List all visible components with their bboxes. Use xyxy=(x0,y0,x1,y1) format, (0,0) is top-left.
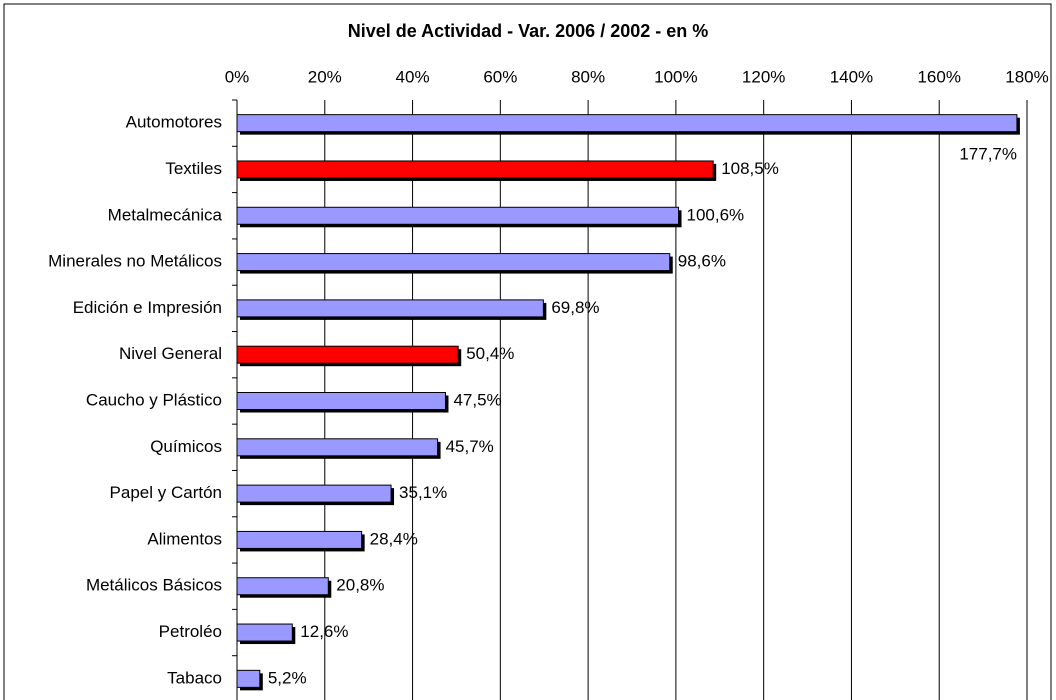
bar xyxy=(236,160,714,179)
y-tick-label: Automotores xyxy=(126,113,222,132)
bar xyxy=(236,484,392,503)
x-tick-label: 20% xyxy=(308,67,342,86)
y-tick-label: Químicos xyxy=(150,437,222,456)
x-tick-label: 60% xyxy=(483,67,517,86)
bar xyxy=(236,253,671,272)
x-tick-label: 40% xyxy=(396,67,430,86)
bar xyxy=(236,669,261,688)
x-tick-label: 120% xyxy=(742,67,785,86)
data-label: 45,7% xyxy=(446,437,494,456)
bar xyxy=(236,345,459,364)
bar xyxy=(236,530,363,549)
bar xyxy=(236,438,439,457)
chart-title: Nivel de Actividad - Var. 2006 / 2002 - … xyxy=(348,21,709,41)
data-label: 177,7% xyxy=(959,145,1017,164)
x-tick-label: 160% xyxy=(917,67,960,86)
data-label: 98,6% xyxy=(678,252,726,271)
y-tick-label: Tabaco xyxy=(167,668,222,687)
data-label: 47,5% xyxy=(453,390,501,409)
y-tick-label: Papel y Cartón xyxy=(110,483,222,502)
y-tick-label: Metálicos Básicos xyxy=(86,576,222,595)
bar xyxy=(236,392,446,410)
bar xyxy=(236,577,329,596)
data-label: 35,1% xyxy=(399,483,447,502)
bar xyxy=(236,299,544,318)
data-label: 108,5% xyxy=(721,159,779,178)
x-tick-label: 180% xyxy=(1005,67,1048,86)
y-tick-label: Edición e Impresión xyxy=(73,298,222,317)
data-label: 50,4% xyxy=(466,344,514,363)
data-label: 100,6% xyxy=(687,205,745,224)
x-tick-label: 140% xyxy=(830,67,873,86)
data-label: 12,6% xyxy=(300,622,348,641)
y-tick-label: Textiles xyxy=(165,159,222,178)
data-label: 28,4% xyxy=(370,529,418,548)
bar xyxy=(236,206,680,225)
data-label: 20,8% xyxy=(336,576,384,595)
y-tick-label: Metalmecánica xyxy=(108,205,223,224)
y-tick-label: Petroléo xyxy=(159,622,222,641)
x-tick-label: 0% xyxy=(225,67,250,86)
y-tick-label: Caucho y Plástico xyxy=(86,390,222,409)
y-tick-label: Nivel General xyxy=(119,344,222,363)
y-tick-label: Alimentos xyxy=(147,529,222,548)
data-label: 5,2% xyxy=(268,668,307,687)
x-tick-label: 80% xyxy=(571,67,605,86)
data-label: 69,8% xyxy=(551,298,599,317)
bar xyxy=(236,623,293,642)
x-tick-label: 100% xyxy=(654,67,697,86)
bar xyxy=(236,114,1018,133)
y-tick-label: Minerales no Metálicos xyxy=(48,252,222,271)
